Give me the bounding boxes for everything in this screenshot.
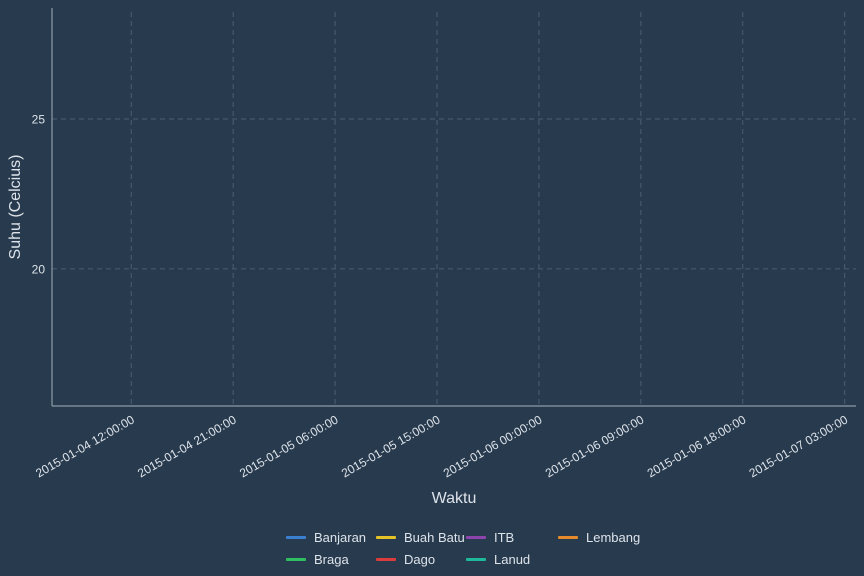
legend: Banjaran Braga Buah Batu Dago ITB Lanud Lemban…: [286, 526, 668, 570]
y-tick-label: 25: [32, 112, 46, 126]
legend-label: Lembang: [586, 529, 641, 545]
x-tick-label: 2015-01-05 15:00:00: [339, 412, 443, 480]
legend-key: [286, 535, 306, 539]
legend-item: Banjaran: [286, 526, 376, 548]
legend-label: ITB: [494, 529, 515, 545]
legend-key: [466, 535, 486, 539]
x-tick-label: 2015-01-07 03:00:00: [747, 412, 851, 480]
legend-item: Dago: [376, 548, 466, 570]
x-tick-label: 2015-01-06 18:00:00: [645, 412, 749, 480]
y-axis-title: Suhu (Celcius): [7, 155, 24, 260]
legend-item: Braga: [286, 548, 376, 570]
axes: [51, 8, 856, 407]
legend-label: Buah Batu: [404, 529, 465, 545]
legend-key: [466, 557, 486, 561]
legend-item: ITB: [466, 526, 558, 548]
legend-label: Banjaran: [314, 529, 367, 545]
x-tick-label: 2015-01-06 09:00:00: [543, 412, 647, 480]
legend-key: [376, 557, 396, 561]
legend-item: Lanud: [466, 548, 558, 570]
y-tick-label: 20: [32, 262, 46, 276]
x-tick-label: 2015-01-04 21:00:00: [135, 412, 239, 480]
x-axis-title: Waktu: [432, 490, 477, 507]
legend-key: [558, 535, 578, 539]
legend-label: Lanud: [494, 551, 531, 567]
grid-lines: [52, 12, 856, 406]
legend-label: Braga: [314, 551, 349, 567]
legend-item: Lembang: [558, 526, 668, 548]
legend-key: [376, 535, 396, 539]
x-tick-label: 2015-01-04 12:00:00: [33, 412, 137, 480]
x-tick-label: 2015-01-06 00:00:00: [441, 412, 545, 480]
x-tick-label: 2015-01-05 06:00:00: [237, 412, 341, 480]
legend-item: Buah Batu: [376, 526, 466, 548]
legend-key: [286, 557, 306, 561]
legend-label: Dago: [404, 551, 436, 567]
